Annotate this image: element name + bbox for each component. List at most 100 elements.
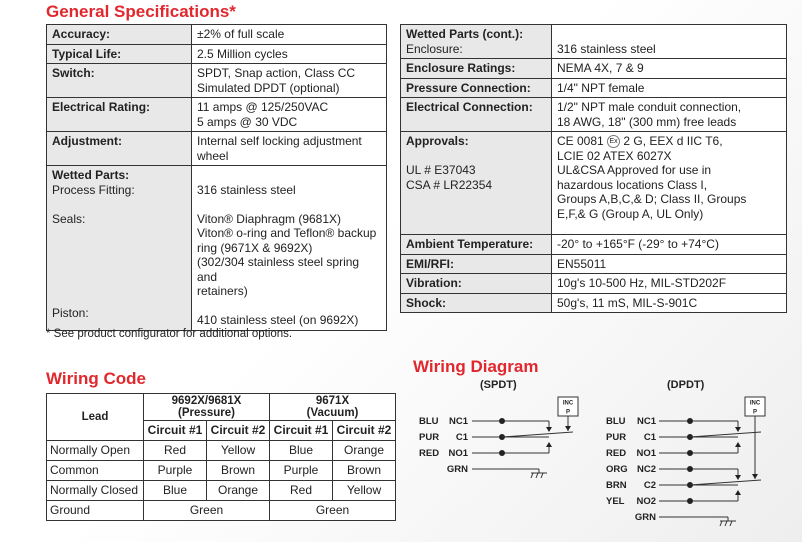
switch-arm <box>689 431 762 438</box>
spec-row: Enclosure Ratings: NEMA 4X, 7 & 9 <box>400 58 787 79</box>
spec-value: SPDT, Snap action, Class CC <box>197 66 356 80</box>
terminal-label: NC1 <box>637 416 657 427</box>
spec-label: Approvals: <box>406 134 469 148</box>
p-label: P <box>566 410 570 416</box>
color-cell: Green <box>143 500 270 521</box>
wire-color-label: RED <box>606 448 626 459</box>
spec-label: Vibration: <box>406 276 462 290</box>
lead-cell: Normally Open <box>46 440 144 461</box>
terminal-dot <box>687 466 693 472</box>
circuit-header: Circuit #1 <box>269 420 333 441</box>
spec-value: E,F,& G (Group A, UL Only) <box>557 206 704 221</box>
wiring-diagram-title: Wiring Diagram <box>413 357 539 376</box>
spec-value: 5 amps @ 30 VDC <box>197 114 298 129</box>
spec-value: ring (9671X & 9692X) <box>197 240 313 255</box>
spec-label: Wetted Parts (cont.): <box>406 27 524 41</box>
color-cell: Orange <box>206 480 270 501</box>
spec-value: Simulated DPDT (optional) <box>197 80 340 95</box>
color-cell: Yellow <box>332 480 396 501</box>
terminal-label: NC1 <box>449 416 469 427</box>
terminal-dot <box>499 450 505 456</box>
table-row: Ground Green Green <box>46 500 396 521</box>
wire-color-label: BLU <box>419 416 439 427</box>
spec-sublabel: CSA # LR22354 <box>406 177 493 192</box>
spec-value: NEMA 4X, 7 & 9 <box>557 61 644 75</box>
pressure-actuator-icon: INC P <box>557 396 579 431</box>
spec-value: Groups A,B,C,& D; Class II, Groups <box>557 192 747 206</box>
wire-color-label: BRN <box>606 480 627 491</box>
spec-value: 2 G, EEX d IIC T6, <box>623 134 723 148</box>
p-label: P <box>753 410 757 416</box>
group-header: 9671X (Vacuum) <box>269 393 396 421</box>
color-cell: Green <box>269 500 396 521</box>
spec-value: 11 amps @ 125/250VAC <box>197 100 329 114</box>
spec-value: 316 stainless steel <box>557 41 656 56</box>
spec-value: CE 0081 <box>557 134 604 148</box>
spec-label: Enclosure Ratings: <box>406 61 516 75</box>
spec-value: 1/4" NPT female <box>557 80 645 95</box>
spec-value: 316 stainless steel <box>197 182 296 197</box>
spec-sublabel: Enclosure: <box>406 41 463 56</box>
spec-row: EMI/RFI: EN55011 <box>400 253 787 274</box>
spec-sublabel: Piston: <box>52 306 89 320</box>
spec-label: Ambient Temperature: <box>406 237 534 251</box>
spec-sublabel: UL # E37043 <box>406 163 476 177</box>
inc-label: INC <box>750 401 761 407</box>
spec-value: ±2% of full scale <box>197 27 285 41</box>
spec-row: Adjustment: Internal self locking adjustm… <box>46 131 387 166</box>
spec-label: Shock: <box>406 295 447 310</box>
wire-color-label: YEL <box>606 496 625 507</box>
color-cell: Orange <box>332 440 396 461</box>
spec-row: Shock: 50g's, 11 mS, MIL-S-901C <box>400 292 787 313</box>
arrow-down-icon <box>735 427 741 432</box>
pressure-actuator-icon: INC P <box>744 396 766 479</box>
table-row: Common Purple Brown Purple Brown <box>46 460 396 481</box>
arrow-up-icon <box>735 442 741 447</box>
spec-value: 10g's 10-500 Hz, MIL-STD202F <box>557 276 727 290</box>
wire-color-label: ORG <box>606 464 628 475</box>
color-cell: Brown <box>206 460 270 481</box>
color-cell: Purple <box>269 460 333 481</box>
terminal-label: C1 <box>644 432 657 443</box>
terminal-label: GRN <box>447 464 468 475</box>
spec-value: 18 AWG, 18" (300 mm) free leads <box>557 114 737 129</box>
spec-value: retainers) <box>197 284 248 298</box>
spec-row: Electrical Rating: 11 amps @ 125/250VAC 5 … <box>46 97 387 132</box>
arrow-down-icon <box>546 427 552 432</box>
spec-value: 410 stainless steel (on 9692X) <box>197 313 359 327</box>
switch-arm <box>501 431 574 438</box>
terminal-label: C1 <box>456 432 469 443</box>
spec-row-approvals: Approvals: UL # E37043 CSA # LR22354 CE 00… <box>400 131 787 235</box>
terminal-dot <box>687 418 693 424</box>
terminal-dot <box>687 450 693 456</box>
spec-value: wheel <box>197 148 229 163</box>
terminal-label: GRN <box>635 512 656 523</box>
ground-icon <box>719 517 736 527</box>
arrow-up-icon <box>546 442 552 447</box>
dpdt-label: (DPDT) <box>667 379 705 391</box>
spec-value: (302/304 stainless steel spring and <box>197 255 360 284</box>
ground-icon <box>530 469 547 479</box>
spec-sublabel: Seals: <box>52 211 86 226</box>
spec-label: Switch: <box>52 66 95 80</box>
terminal-label: NO1 <box>448 448 468 459</box>
spec-value: LCIE 02 ATEX 6027X <box>557 148 672 163</box>
arrow-up-icon <box>735 490 741 495</box>
spdt-label: (SPDT) <box>480 379 517 391</box>
spec-label: Accuracy: <box>52 27 111 41</box>
circuit-header: Circuit #2 <box>332 420 396 441</box>
spec-value: Internal self locking adjustment <box>197 134 362 148</box>
wire-color-label: PUR <box>606 432 626 443</box>
specs-table-left: Accuracy: ±2% of full scale Typical Life: 2… <box>46 24 387 331</box>
spec-label: Adjustment: <box>52 134 122 148</box>
specs-table-right: Wetted Parts (cont.): Enclosure: 316 stain… <box>400 24 787 313</box>
lead-cell: Common <box>46 460 144 481</box>
wiring-code-title: Wiring Code <box>46 369 146 388</box>
spec-row: Vibration: 10g's 10-500 Hz, MIL-STD202F <box>400 273 787 294</box>
spec-value: Viton® o-ring and Teflon® backup <box>197 226 377 240</box>
spec-value: 2.5 Million cycles <box>197 46 288 61</box>
atex-ex-icon: Ex <box>607 135 621 149</box>
spec-label: Wetted Parts: <box>52 168 130 182</box>
terminal-label: NO1 <box>636 448 656 459</box>
